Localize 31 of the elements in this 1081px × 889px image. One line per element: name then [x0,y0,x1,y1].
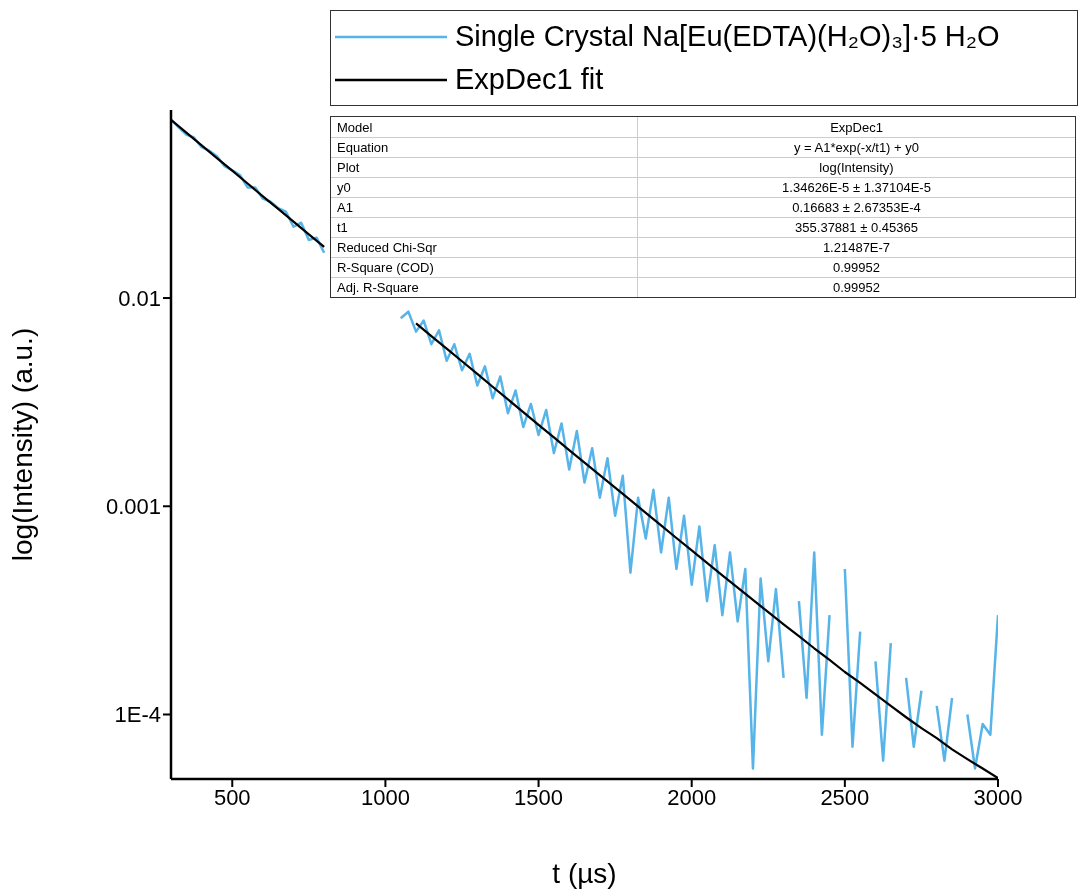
annotation: Reduced Chi-Sqr [331,238,638,257]
annotation: 1.34626E-5 ± 1.37104E-5 [781,180,932,195]
annotation: 0.99952 [832,260,881,275]
annotation: log(Intensity) [818,160,895,175]
annotation: y0 [331,178,638,197]
annotation: Adj. R-Square [331,278,638,297]
annotation: 355.37881 ± 0.45365 [794,220,919,235]
annotation: y = A1*exp(-x/t1) + y0 [793,140,920,155]
y-axis-title: log(Intensity) (a.u.) [6,327,38,562]
y-tick-label: 0.001 [105,494,161,520]
legend-label: ExpDec1 fit [455,63,604,96]
annotation: ExpDec1 [829,119,884,135]
annotation: A1 [331,198,638,217]
x-tick-label: 500 [213,784,251,810]
annotation: 0.99952 [832,280,881,295]
annotation: Plot [331,158,638,177]
annotation: R-Square (COD) [331,258,638,277]
y-tick-label: 0.01 [118,285,161,311]
annotation: t1 [331,218,638,237]
x-tick-label: 3000 [973,784,1023,810]
x-axis-title: t (µs) [552,858,617,889]
annotation: Model [331,117,638,137]
legend-label: Single Crystal Na[Eu(EDTA)(H₂O)₃]·5 H₂O [455,20,1000,53]
annotation: 1.21487E-7 [821,240,892,255]
y-tick-label: 1E-4 [114,702,161,728]
x-tick-label: 1000 [360,784,410,810]
x-tick-label: 2000 [667,784,717,810]
annotation: Equation [331,138,638,157]
x-tick-label: 1500 [514,784,564,810]
annotation: 0.16683 ± 2.67353E-4 [791,200,922,215]
x-tick-label: 2500 [820,784,870,810]
